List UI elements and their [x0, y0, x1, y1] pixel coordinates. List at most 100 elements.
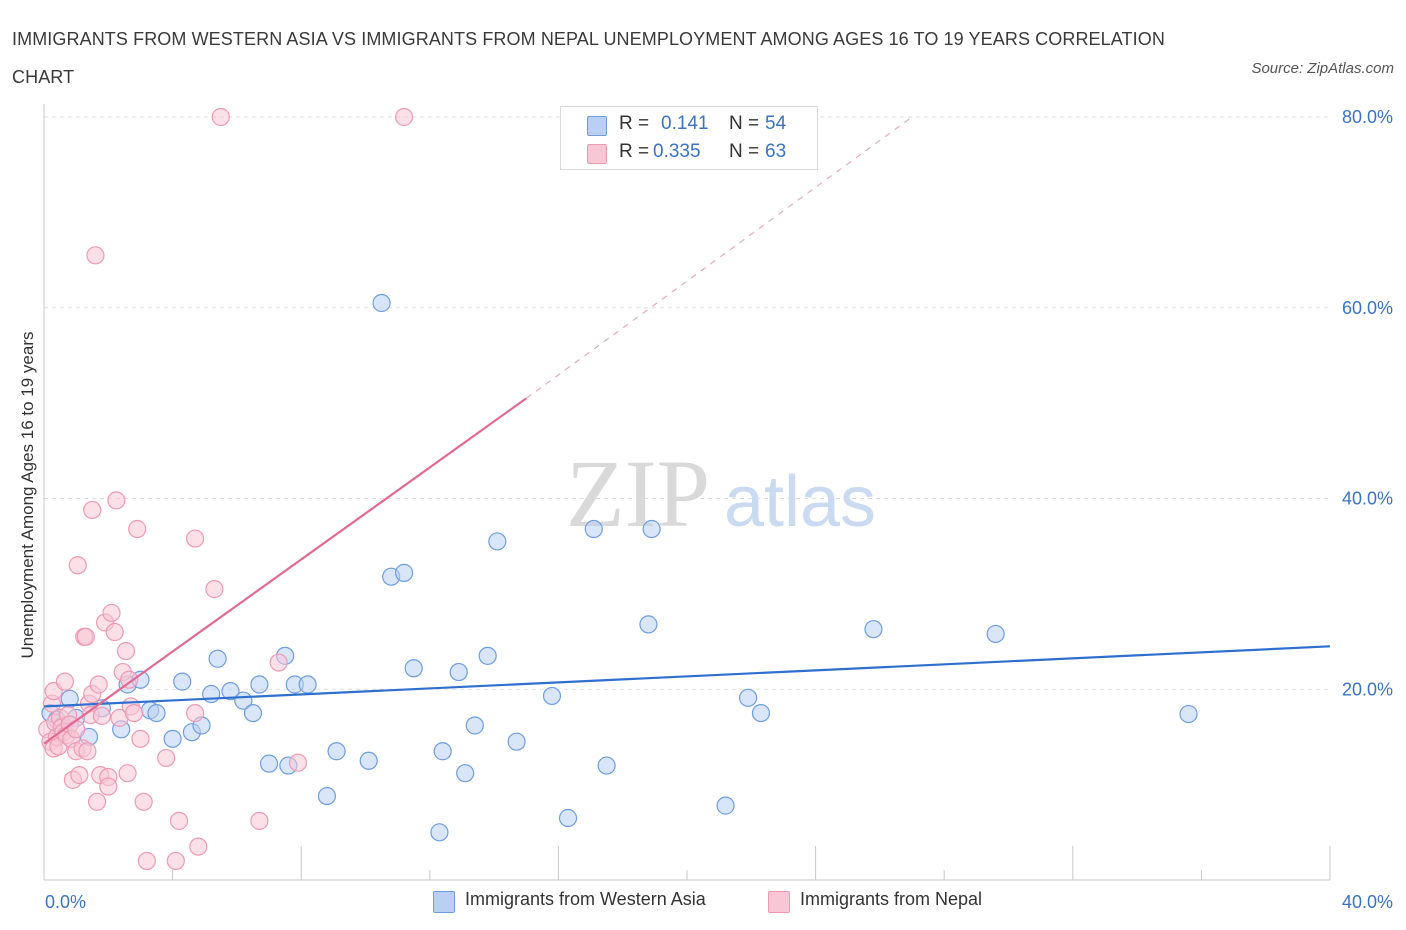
axes [43, 104, 1331, 881]
data-point-western-asia [394, 563, 414, 582]
data-point-nepal [128, 519, 147, 539]
data-point-western-asia [327, 742, 346, 761]
x-tick-label: 0.0% [45, 892, 86, 912]
data-point-nepal [250, 811, 269, 830]
trend-line-nepal-extension [525, 116, 913, 399]
data-point-western-asia [372, 293, 391, 313]
data-point-western-asia [221, 682, 240, 701]
data-point-nepal [166, 851, 185, 871]
data-point-western-asia [359, 751, 378, 770]
data-point-western-asia [478, 646, 497, 665]
bottom-legend-swatch-pink [768, 891, 790, 913]
data-point-western-asia [173, 672, 192, 691]
data-point-nepal [99, 777, 118, 796]
data-point-nepal [67, 720, 86, 739]
series-western-asia-points [41, 293, 1198, 842]
data-point-nepal [157, 748, 176, 768]
legend-n-value: 54 [765, 113, 787, 134]
data-point-western-asia [433, 742, 452, 761]
legend-r-value: 0.335 [653, 141, 701, 162]
data-point-nepal [70, 765, 89, 785]
data-point-nepal [107, 491, 126, 510]
x-tick-labels: 0.0% 40.0% [45, 892, 1393, 912]
legend-n-label: N = [729, 141, 760, 162]
data-point-western-asia [430, 823, 449, 842]
data-point-western-asia [163, 729, 182, 748]
data-point-western-asia [465, 716, 484, 735]
data-point-western-asia [259, 754, 279, 773]
legend-n-label: N = [729, 113, 760, 134]
data-point-western-asia [298, 675, 317, 694]
y-tick-label: 80.0% [1342, 107, 1393, 127]
data-point-western-asia [738, 688, 758, 707]
data-point-nepal [78, 742, 97, 761]
data-point-nepal [87, 792, 107, 811]
data-point-nepal [89, 675, 108, 694]
data-point-nepal [105, 622, 124, 642]
y-tick-label: 60.0% [1342, 298, 1393, 318]
data-point-nepal [186, 703, 205, 723]
data-point-western-asia [542, 686, 562, 706]
bottom-legend-swatch-blue [433, 891, 455, 913]
trend-line-nepal [43, 397, 527, 745]
data-point-western-asia [639, 615, 658, 634]
data-point-western-asia [449, 662, 468, 682]
data-point-nepal [102, 603, 121, 623]
series-nepal-points [38, 107, 414, 871]
data-point-nepal [120, 670, 139, 689]
data-point-western-asia [597, 756, 616, 775]
legend-r-value: 0.141 [661, 113, 709, 134]
legend-swatch-blue [587, 116, 607, 136]
data-point-nepal [116, 641, 136, 661]
chart-title: IMMIGRANTS FROM WESTERN ASIA VS IMMIGRAN… [12, 29, 1165, 87]
data-point-western-asia [864, 620, 883, 639]
data-point-nepal [137, 851, 156, 871]
data-point-nepal [186, 529, 205, 548]
data-point-western-asia [507, 732, 526, 751]
trend-lines [43, 116, 1331, 745]
data-point-western-asia [317, 786, 337, 806]
data-point-nepal [131, 729, 150, 748]
data-point-western-asia [751, 703, 771, 723]
bottom-legend-label: Immigrants from Nepal [800, 889, 983, 909]
correlation-legend: R = 0.141 N = 54 R = 0.335 N = 63 [560, 106, 818, 170]
x-tick-label: 40.0% [1342, 892, 1393, 912]
legend-n-value: 63 [765, 141, 787, 162]
data-point-nepal [169, 811, 189, 830]
data-point-western-asia [147, 703, 166, 723]
data-point-nepal [83, 500, 102, 520]
legend-r-label: R = [619, 113, 650, 134]
data-point-western-asia [404, 659, 423, 678]
data-point-western-asia [243, 703, 263, 723]
data-point-nepal [394, 107, 414, 127]
legend-swatch-pink [587, 144, 607, 164]
data-point-nepal [118, 764, 137, 783]
data-point-nepal [134, 792, 153, 811]
data-point-western-asia [1179, 704, 1198, 724]
data-point-western-asia [488, 532, 507, 551]
data-point-nepal [124, 703, 144, 723]
data-point-western-asia [208, 649, 227, 668]
watermark: ZIP atlas [566, 440, 876, 547]
bottom-legend-label: Immigrants from Western Asia [465, 889, 706, 909]
data-point-nepal [288, 753, 308, 772]
data-point-western-asia [250, 675, 269, 694]
legend-r-label: R = [619, 141, 650, 162]
source-label: Source: ZipAtlas.com [1251, 60, 1394, 77]
data-point-nepal [92, 706, 111, 726]
data-point-western-asia [456, 764, 475, 783]
y-tick-labels: 20.0% 40.0% 60.0% 80.0% [1342, 107, 1393, 699]
watermark-atlas: atlas [724, 462, 876, 542]
data-point-nepal [68, 556, 87, 575]
trend-line-western-asia [43, 645, 1331, 708]
data-point-western-asia [558, 808, 578, 828]
data-point-western-asia [584, 519, 603, 539]
data-point-nepal [269, 653, 288, 672]
data-point-nepal [205, 580, 224, 599]
grid-lines [44, 116, 1330, 690]
data-point-nepal [189, 837, 208, 856]
data-point-western-asia [716, 796, 735, 815]
data-point-nepal [86, 246, 105, 265]
data-point-nepal [55, 672, 74, 691]
